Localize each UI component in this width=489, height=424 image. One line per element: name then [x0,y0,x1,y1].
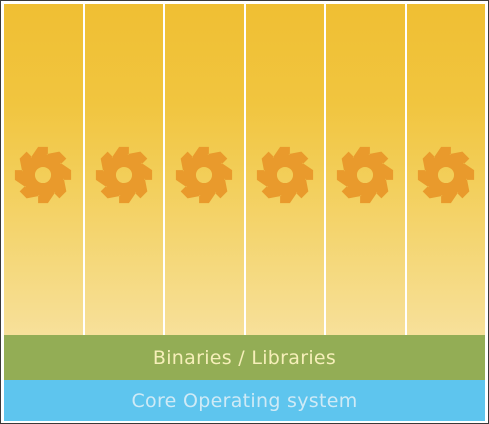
app-column-3 [165,4,244,335]
app-column-4 [245,4,324,335]
gear-icon [12,144,74,206]
binaries-libraries-layer: Binaries / Libraries [4,335,485,380]
core-os-label: Core Operating system [131,389,358,412]
gear-icon [334,144,396,206]
application-columns [4,4,485,335]
app-column-6 [406,4,485,335]
gear-icon [415,144,477,206]
core-os-layer: Core Operating system [4,380,485,421]
app-column-1 [4,4,83,335]
app-column-2 [84,4,163,335]
gear-icon [254,144,316,206]
binaries-libraries-label: Binaries / Libraries [152,346,337,369]
gear-icon [93,144,155,206]
gear-icon [173,144,235,206]
app-column-5 [326,4,405,335]
